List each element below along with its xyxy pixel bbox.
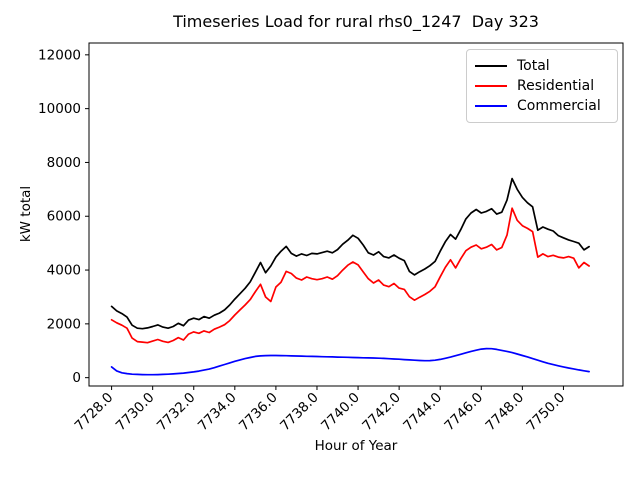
legend-line-swatch-residential bbox=[475, 85, 507, 87]
x-tick-label: 7738.0 bbox=[277, 390, 322, 435]
y-tick-label: 8000 bbox=[47, 155, 81, 171]
y-tick-label: 0 bbox=[72, 370, 81, 386]
x-tick-label: 7728.0 bbox=[72, 390, 117, 435]
x-tick-label: 7740.0 bbox=[318, 390, 363, 435]
x-axis-label: Hour of Year bbox=[314, 438, 398, 454]
plot-frame bbox=[88, 42, 624, 387]
x-tick-label: 7748.0 bbox=[482, 390, 527, 435]
chart-title: Timeseries Load for rural rhs0_1247 Day … bbox=[173, 12, 539, 31]
legend-label-commercial: Commercial bbox=[517, 98, 601, 114]
x-tick-label: 7732.0 bbox=[154, 390, 199, 435]
series-line-residential bbox=[110, 207, 590, 344]
legend: Total Residential Commercial bbox=[466, 49, 618, 123]
x-tick-label: 7730.0 bbox=[113, 390, 158, 435]
y-tick-label: 2000 bbox=[47, 316, 81, 332]
y-tick-label: 10000 bbox=[38, 101, 81, 117]
y-axis-label: kW total bbox=[18, 185, 34, 243]
legend-item-residential: Residential bbox=[475, 76, 609, 96]
legend-item-total: Total bbox=[475, 56, 609, 76]
legend-line-swatch-commercial bbox=[475, 105, 507, 107]
y-tick-label: 12000 bbox=[38, 47, 81, 63]
y-tick-label: 6000 bbox=[47, 209, 81, 225]
x-tick-label: 7736.0 bbox=[236, 390, 281, 435]
x-tick-label: 7744.0 bbox=[400, 390, 445, 435]
x-tick-label: 7742.0 bbox=[359, 390, 404, 435]
series-line-total bbox=[110, 177, 590, 330]
legend-label-residential: Residential bbox=[517, 78, 595, 94]
legend-line-swatch-total bbox=[475, 65, 507, 67]
legend-label-total: Total bbox=[517, 58, 550, 74]
x-tick-label: 7746.0 bbox=[441, 390, 486, 435]
x-tick-label: 7750.0 bbox=[524, 390, 569, 435]
x-tick-label: 7734.0 bbox=[195, 390, 240, 435]
legend-item-commercial: Commercial bbox=[475, 96, 609, 116]
y-tick-label: 4000 bbox=[47, 263, 81, 279]
series-line-commercial bbox=[110, 347, 590, 376]
